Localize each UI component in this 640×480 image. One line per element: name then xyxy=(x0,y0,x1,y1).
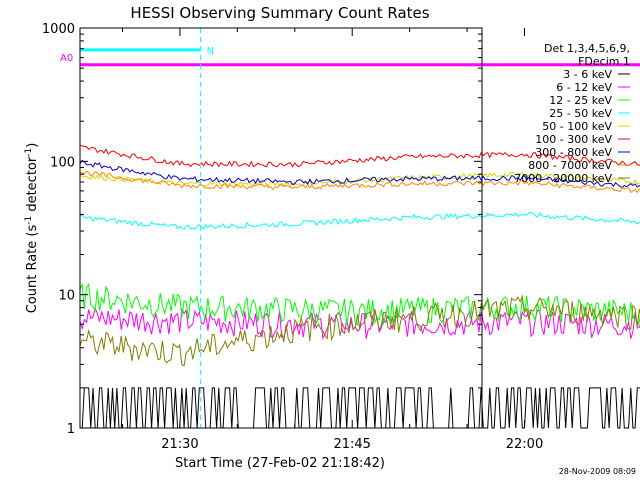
series-25-50-kev xyxy=(79,211,640,230)
y-tick-label: 1 xyxy=(67,422,75,437)
x-tick-label: 21:30 xyxy=(161,437,198,452)
x-tick-label: 22:00 xyxy=(506,437,543,452)
legend-entry-800-7000-kev: 800 - 7000 keV xyxy=(528,159,612,172)
x-tick-label: 21:45 xyxy=(333,437,370,452)
footer-timestamp: 28-Nov-2009 08:09 xyxy=(559,467,636,476)
series-100-300-kev xyxy=(79,144,640,168)
series-50-100-kev xyxy=(79,171,640,187)
series-12-25-kev xyxy=(79,282,640,329)
series-6-12-kev xyxy=(79,306,640,340)
y-axis-label-main: Count Rate (s xyxy=(25,225,40,314)
legend-entry-3-6-kev: 3 - 6 keV xyxy=(563,68,612,81)
legend-entry-12-25-kev: 12 - 25 keV xyxy=(549,94,612,107)
series-layer xyxy=(79,144,640,429)
legend-entry-6-12-kev: 6 - 12 keV xyxy=(556,81,612,94)
legend-title-line: Det 1,3,4,5,6,9, xyxy=(544,42,630,55)
flag-label-a0: A0 xyxy=(60,53,73,64)
y-tick-label: 1000 xyxy=(42,22,75,37)
series-7000-20000-kev xyxy=(79,294,640,367)
series-800-7000-kev xyxy=(79,170,640,194)
legend-title-line: FDecim 1 xyxy=(578,55,630,68)
x-axis-label: Start Time (27-Feb-02 21:18:42) xyxy=(175,456,385,471)
plot-frame xyxy=(79,27,483,429)
legend-entry-300-800-kev: 300 - 800 keV xyxy=(535,146,612,159)
y-axis-label-end: ) xyxy=(25,143,40,148)
chart-title: HESSI Observing Summary Count Rates xyxy=(130,4,429,22)
legend-entry-100-300-kev: 100 - 300 keV xyxy=(535,133,612,146)
y-axis-label: Count Rate (s-1 detector-1) xyxy=(24,143,40,314)
vline-layer xyxy=(200,28,202,428)
y-axis-label-sup2: -1 xyxy=(24,148,34,157)
flag-layer: NSA0A1 xyxy=(60,46,640,67)
y-axis-label-sup1: -1 xyxy=(24,216,34,225)
legend-entry-50-100-kev: 50 - 100 keV xyxy=(542,120,612,133)
flag-label-n: N xyxy=(207,46,214,57)
y-axis-label-mid: detector xyxy=(25,156,40,216)
series-3-6-kev xyxy=(80,387,640,429)
series-300-800-kev xyxy=(79,159,640,189)
legend-entry-7000-20000-kev: 7000 - 20000 keV xyxy=(514,172,612,185)
y-tick-label: 100 xyxy=(50,155,75,170)
y-axis: 1 10 100 1000 xyxy=(42,22,482,437)
y-tick-label: 10 xyxy=(58,289,75,304)
legend-entry-25-50-kev: 25 - 50 keV xyxy=(549,107,612,120)
